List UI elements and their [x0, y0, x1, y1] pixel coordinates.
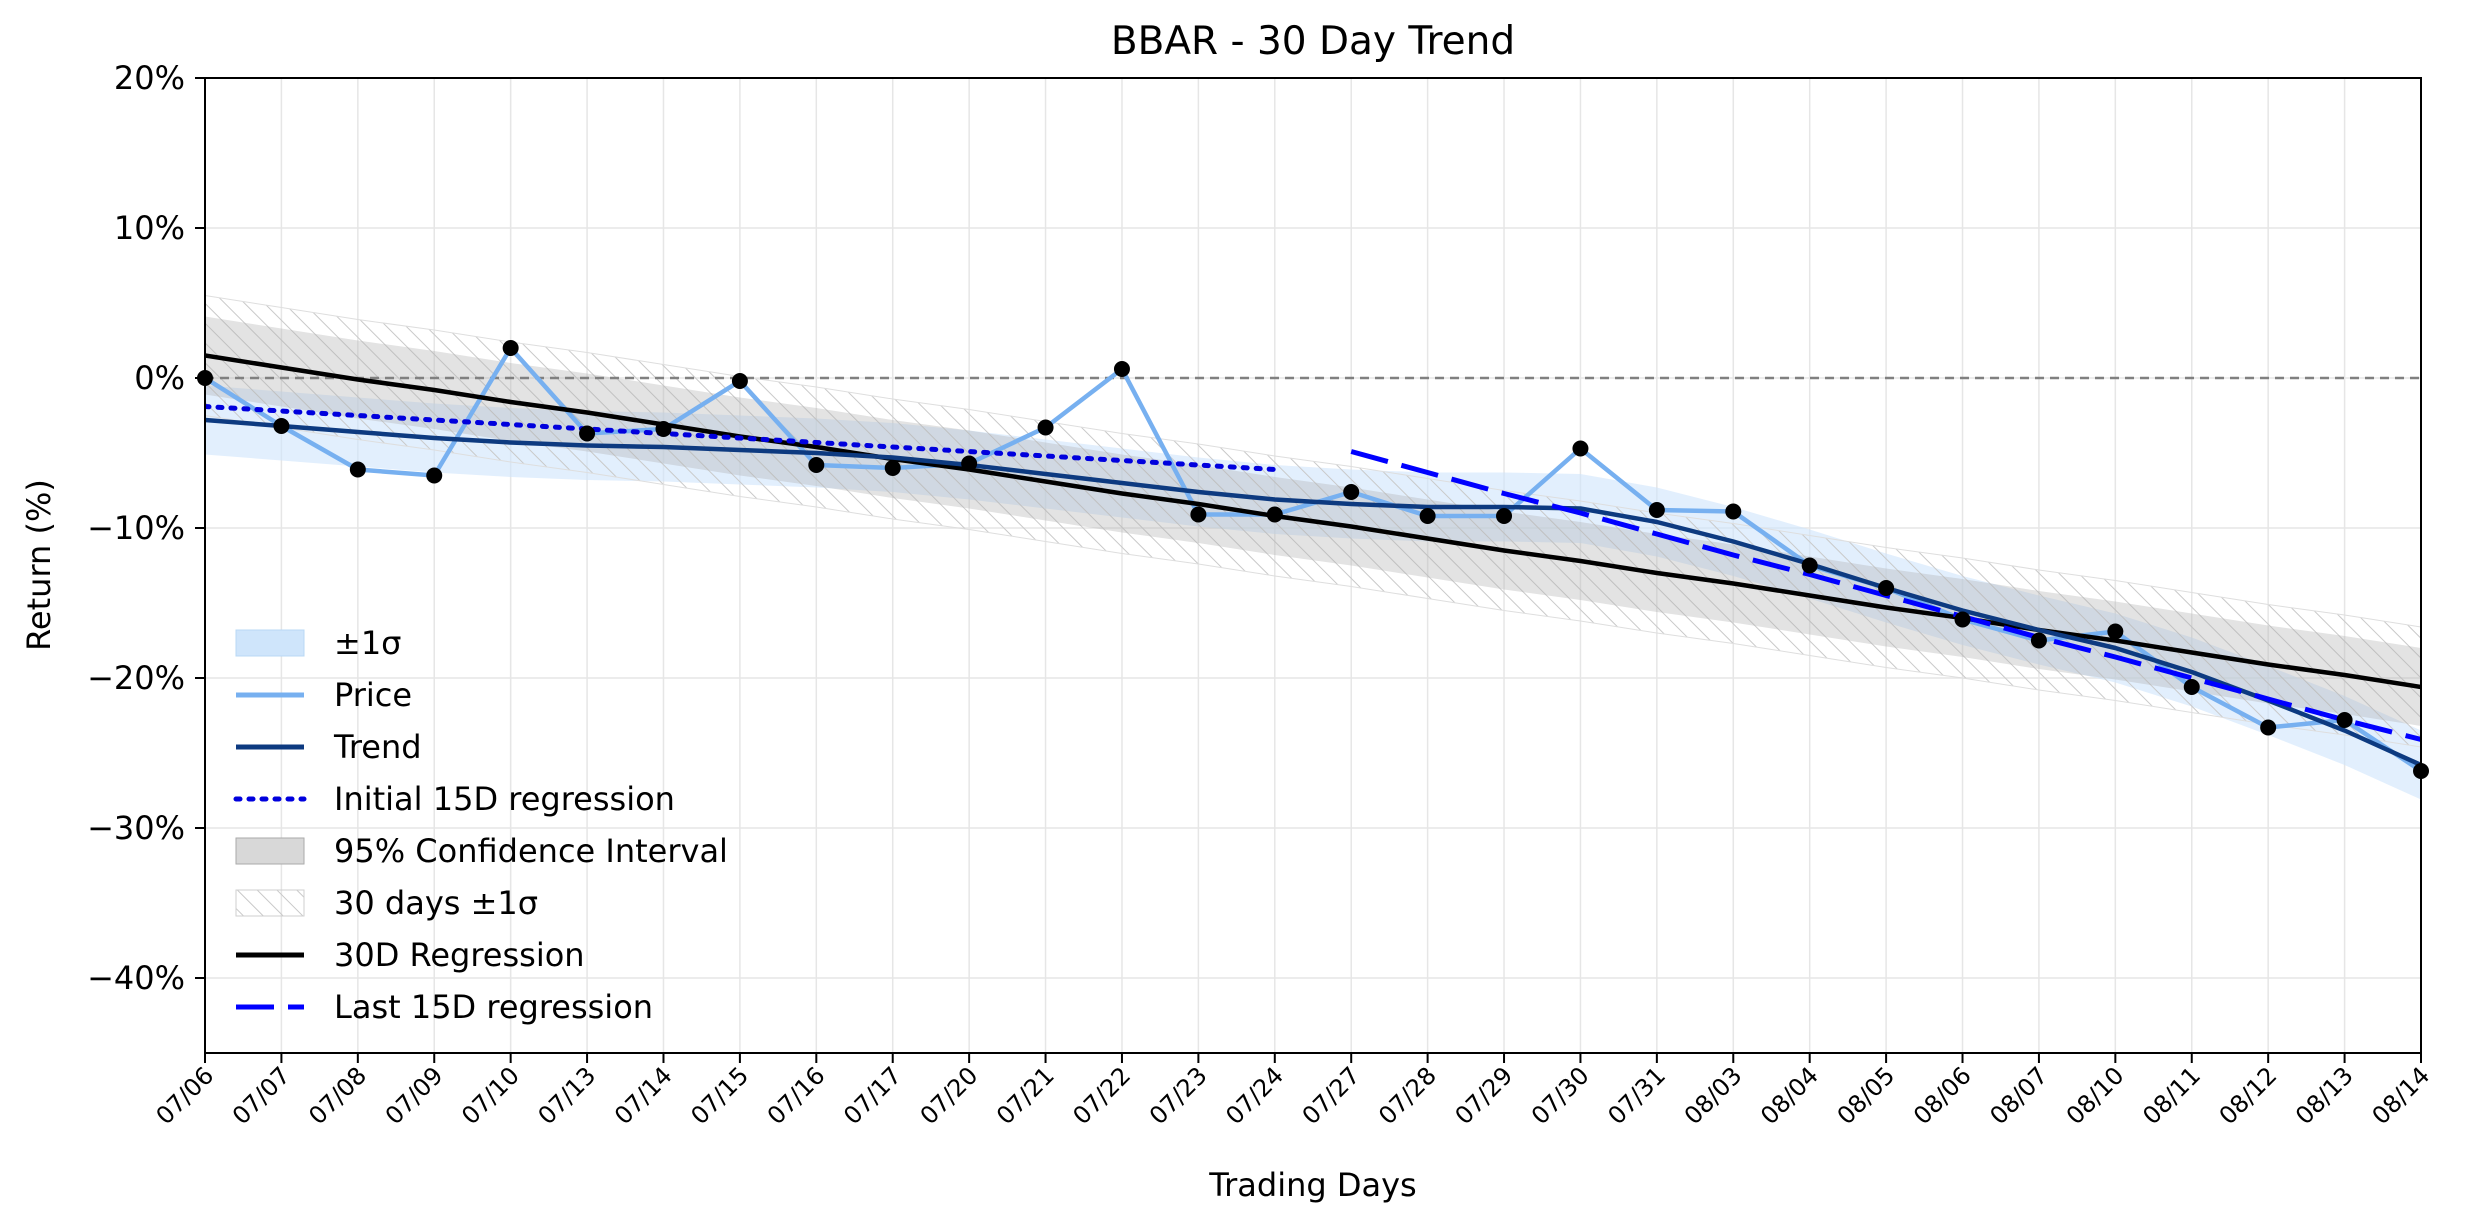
legend-label: ±1σ	[334, 624, 401, 662]
plot-frame	[204, 77, 2422, 1054]
x-tick-label: 07/30	[1526, 1061, 1595, 1130]
price-point	[349, 461, 366, 478]
legend-item: Trend	[236, 728, 422, 766]
price-point	[502, 340, 519, 356]
x-tick-label: 07/24	[1220, 1061, 1289, 1130]
y-tick-label: 20%	[114, 59, 185, 97]
x-tick-label: 08/14	[2367, 1061, 2436, 1130]
x-axis-label: Trading Days	[1208, 1166, 1416, 1204]
price-point	[1190, 506, 1207, 523]
legend-item: 30D Regression	[236, 936, 585, 974]
x-tick-label: 07/23	[1144, 1061, 1213, 1130]
x-tick-label: 08/05	[1832, 1061, 1901, 1130]
price-point	[655, 421, 672, 437]
x-tick-label: 07/09	[380, 1061, 449, 1130]
x-tick-label: 07/22	[1067, 1061, 1136, 1130]
price-point	[731, 373, 748, 389]
y-tick-label: −10%	[87, 509, 185, 547]
x-tick-label: 07/10	[456, 1061, 525, 1130]
y-tick-label: 10%	[114, 209, 185, 247]
price-point	[1725, 503, 1742, 520]
legend-item: 30 days ±1σ	[235, 884, 538, 922]
x-tick-label: 07/27	[1297, 1061, 1366, 1130]
x-tick-label: 08/11	[2137, 1061, 2206, 1130]
price-point	[884, 460, 901, 476]
price-point	[1572, 440, 1589, 457]
price-point	[2030, 632, 2047, 649]
y-ticks: 20% 10% 0% −10% −20% −30% −40%	[87, 59, 205, 997]
price-point	[426, 467, 443, 484]
legend-label: Initial 15D regression	[334, 780, 675, 818]
legend-swatch-confidence	[235, 837, 305, 865]
price-point	[2183, 679, 2200, 695]
legend-label: Price	[334, 676, 412, 714]
y-tick-label: −20%	[87, 659, 185, 697]
price-point	[1113, 361, 1130, 377]
legend-label: Last 15D regression	[334, 988, 653, 1026]
price-point	[1648, 502, 1665, 518]
x-tick-label: 08/13	[2290, 1061, 2359, 1130]
legend-label: 30D Regression	[334, 936, 585, 974]
x-tick-label: 07/08	[303, 1061, 372, 1130]
x-tick-label: 07/17	[838, 1061, 907, 1130]
price-point	[1496, 508, 1513, 524]
y-tick-label: −30%	[87, 809, 185, 847]
x-tick-label: 07/14	[609, 1061, 678, 1130]
legend-swatch-30d-sigma	[235, 889, 305, 917]
x-tick-label: 07/07	[227, 1061, 296, 1130]
price-point	[1419, 508, 1436, 524]
x-tick-label: 07/20	[915, 1061, 984, 1130]
legend-label: 30 days ±1σ	[334, 884, 538, 922]
x-tick-label: 08/07	[1984, 1061, 2053, 1130]
x-tick-label: 07/28	[1373, 1061, 1442, 1130]
x-tick-label: 08/06	[1908, 1061, 1977, 1130]
x-tick-label: 08/04	[1755, 1061, 1824, 1130]
y-axis-label: Return (%)	[20, 479, 58, 651]
y-tick-label: −40%	[87, 959, 185, 997]
legend-item: ±1σ	[235, 624, 401, 662]
x-tick-label: 08/10	[2061, 1061, 2130, 1130]
legend-item: 95% Confidence Interval	[235, 832, 728, 870]
chart-title: BBAR - 30 Day Trend	[1111, 19, 1515, 64]
legend-item: Initial 15D regression	[233, 780, 675, 818]
x-tick-label: 07/21	[991, 1061, 1060, 1130]
legend-label: 95% Confidence Interval	[334, 832, 728, 870]
legend-item: Price	[236, 676, 412, 714]
price-points	[197, 340, 2429, 779]
price-point	[1954, 611, 1971, 628]
x-tick-label: 07/29	[1450, 1061, 1519, 1130]
y-tick-label: 0%	[134, 359, 185, 397]
trend-line	[205, 417, 2421, 768]
x-ticks: 07/06 07/07 07/08 07/09 07/10 07/13 07/14 07/15…	[151, 1053, 2436, 1130]
price-point	[1343, 484, 1360, 500]
price-point	[579, 425, 596, 442]
legend-swatch-sigma	[235, 629, 305, 657]
price-point	[2260, 719, 2277, 736]
price-point	[1266, 506, 1283, 523]
price-point	[2336, 712, 2353, 728]
price-point	[273, 418, 290, 434]
price-point	[808, 457, 825, 473]
x-tick-label: 08/12	[2214, 1061, 2283, 1130]
x-tick-label: 08/03	[1679, 1061, 1748, 1130]
price-point	[1037, 419, 1054, 436]
x-tick-label: 07/31	[1602, 1061, 1671, 1130]
initial-15d-regression-line	[205, 404, 1278, 472]
price-point	[1801, 557, 1818, 574]
x-tick-label: 07/15	[685, 1061, 754, 1130]
price-point	[2107, 623, 2124, 640]
legend: ±1σ Price Trend Initial 15D regression 95% C…	[233, 624, 728, 1026]
price-point	[1878, 580, 1895, 596]
x-tick-label: 07/06	[151, 1061, 220, 1130]
legend-item: Last 15D regression	[236, 988, 653, 1026]
bands	[205, 294, 2421, 800]
x-tick-label: 07/16	[762, 1061, 831, 1130]
x-tick-label: 07/13	[533, 1061, 602, 1130]
price-point	[961, 455, 978, 472]
regression-30d-line	[205, 353, 2421, 690]
legend-label: Trend	[333, 728, 422, 766]
